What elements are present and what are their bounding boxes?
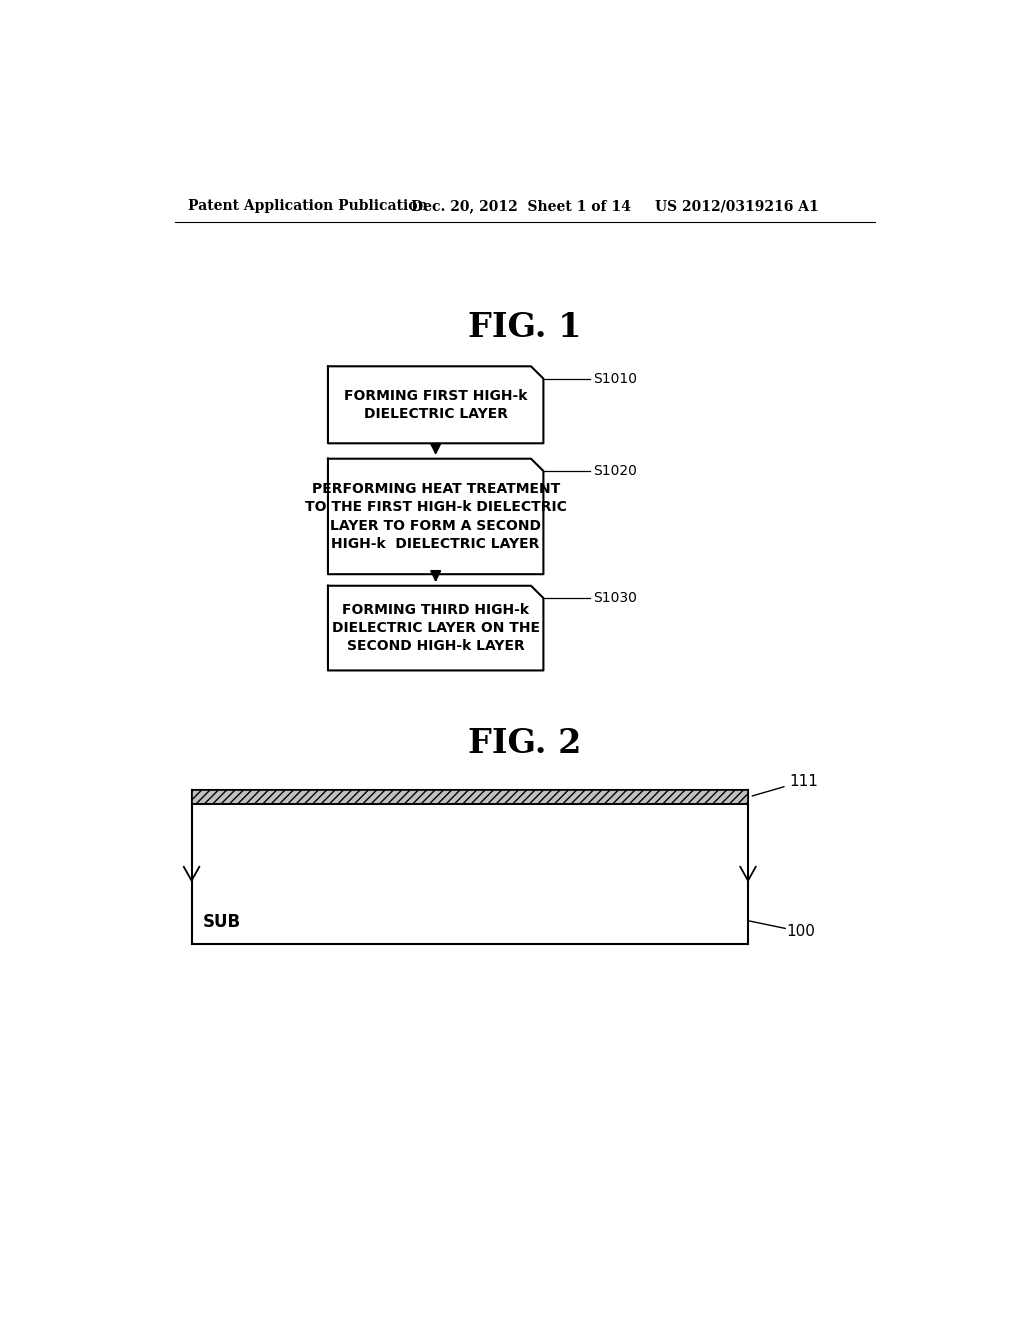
Text: US 2012/0319216 A1: US 2012/0319216 A1 bbox=[655, 199, 819, 213]
Text: S1020: S1020 bbox=[593, 465, 637, 478]
Text: FIG. 1: FIG. 1 bbox=[468, 312, 582, 345]
Polygon shape bbox=[328, 459, 544, 574]
Polygon shape bbox=[328, 367, 544, 444]
Polygon shape bbox=[328, 586, 544, 671]
Text: FIG. 2: FIG. 2 bbox=[468, 727, 582, 760]
Text: S1010: S1010 bbox=[593, 372, 637, 385]
Text: 111: 111 bbox=[790, 774, 818, 789]
Text: Patent Application Publication: Patent Application Publication bbox=[188, 199, 428, 213]
Text: FORMING FIRST HIGH-k
DIELECTRIC LAYER: FORMING FIRST HIGH-k DIELECTRIC LAYER bbox=[344, 388, 527, 421]
Bar bbox=[191, 789, 748, 804]
Text: S1030: S1030 bbox=[593, 591, 637, 605]
Text: PERFORMING HEAT TREATMENT
TO THE FIRST HIGH-k DIELECTRIC
LAYER TO FORM A SECOND
: PERFORMING HEAT TREATMENT TO THE FIRST H… bbox=[305, 482, 566, 550]
Text: 100: 100 bbox=[786, 924, 816, 939]
Text: FORMING THIRD HIGH-k
DIELECTRIC LAYER ON THE
SECOND HIGH-k LAYER: FORMING THIRD HIGH-k DIELECTRIC LAYER ON… bbox=[332, 603, 540, 653]
Text: Dec. 20, 2012  Sheet 1 of 14: Dec. 20, 2012 Sheet 1 of 14 bbox=[411, 199, 631, 213]
Text: SUB: SUB bbox=[203, 913, 242, 931]
